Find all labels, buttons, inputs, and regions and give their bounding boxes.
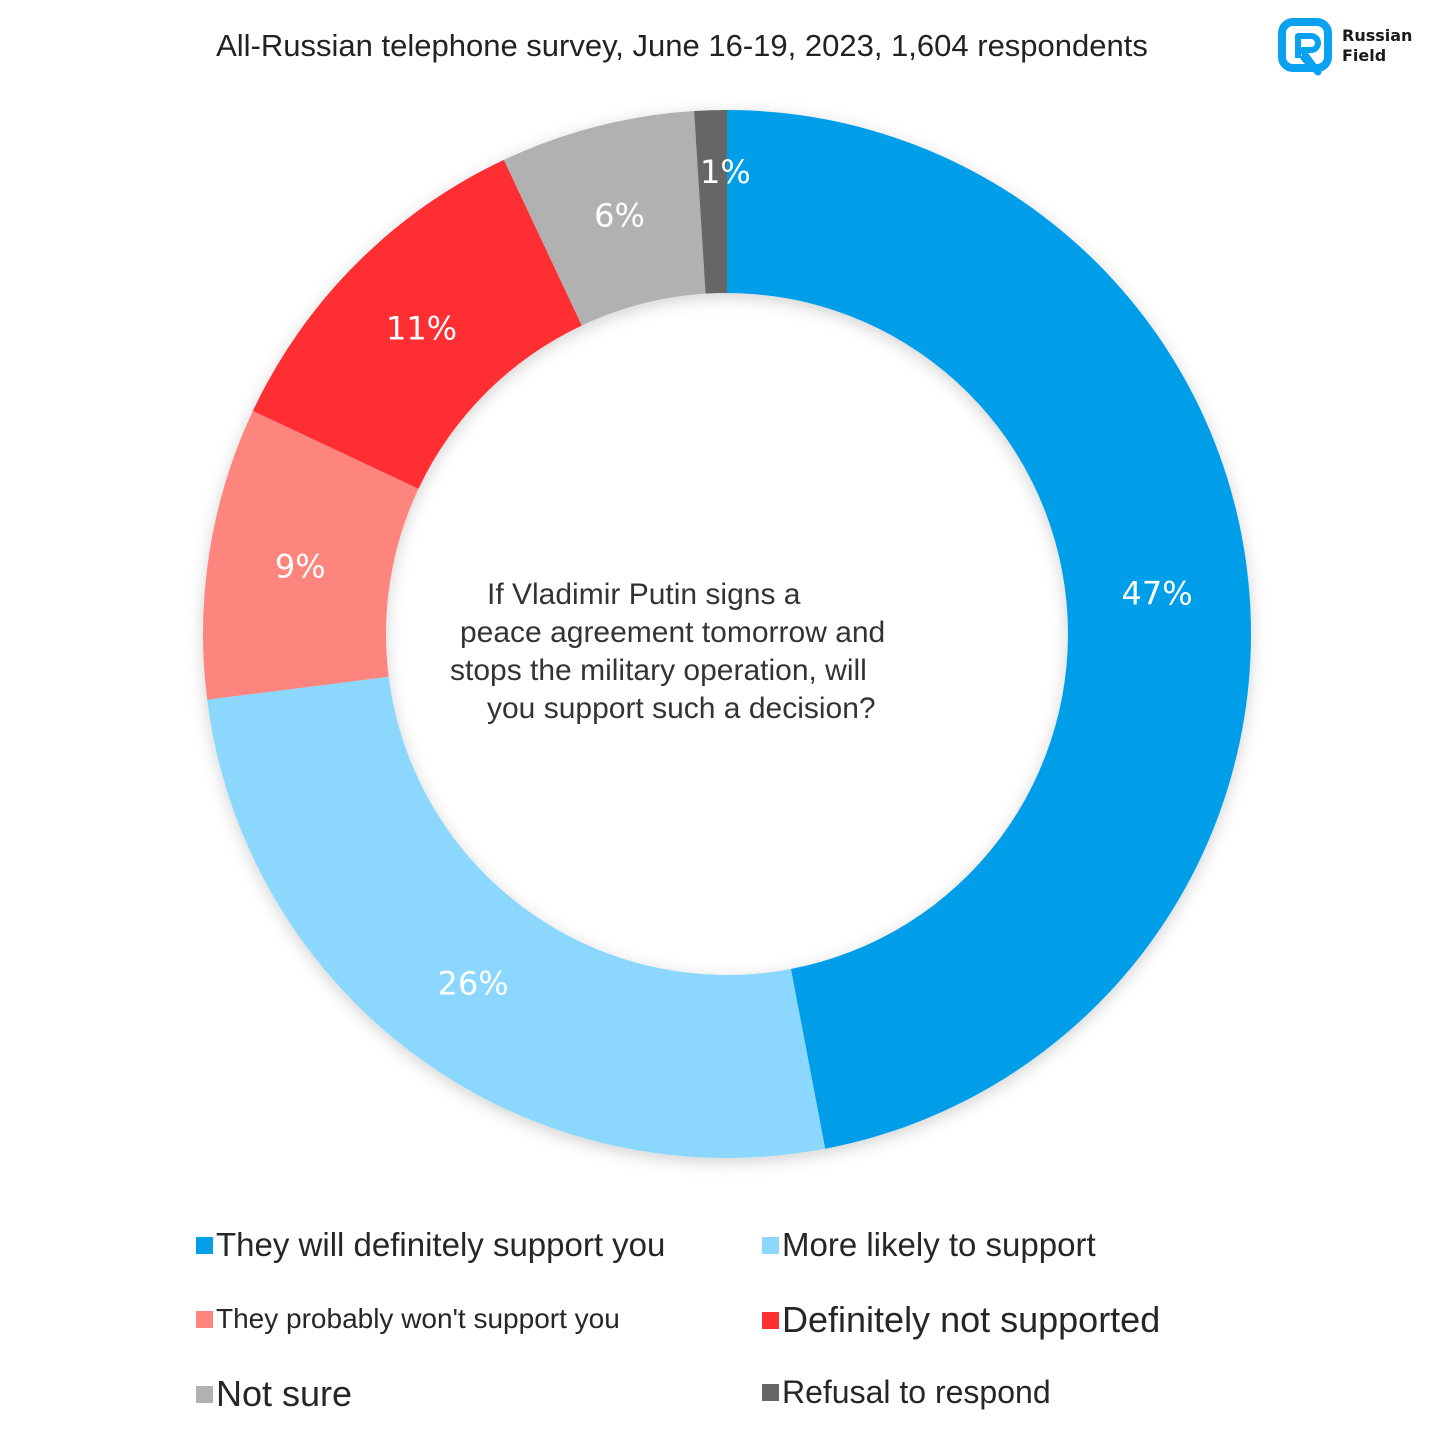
- legend-swatch: [762, 1236, 779, 1254]
- logo-icon: [1278, 18, 1332, 76]
- question-line-4: you support such a decision?: [487, 692, 876, 725]
- donut-slice-4: [503, 111, 706, 326]
- legend-swatch: [762, 1311, 779, 1329]
- legend-item-definitely-support: They will definitely support you: [196, 1226, 665, 1264]
- legend-swatch: [196, 1310, 213, 1328]
- question-line-2: peace agreement tomorrow and: [460, 616, 886, 649]
- slice-data-label-1: 26%: [438, 964, 509, 1002]
- slice-data-label-3: 11%: [386, 310, 457, 348]
- legend-label: They probably won't support you: [216, 1303, 620, 1334]
- logo-text-line1: Russian: [1342, 26, 1413, 45]
- legend-swatch: [196, 1236, 213, 1254]
- legend-item-definitely-not: Definitely not supported: [762, 1299, 1160, 1341]
- question-line-1: If Vladimir Putin signs a: [487, 578, 801, 611]
- legend-label: Definitely not supported: [782, 1299, 1161, 1340]
- donut-slice-5: [694, 110, 727, 294]
- legend-swatch: [762, 1384, 779, 1401]
- russian-field-logo: Russian Field: [1278, 18, 1438, 78]
- legend-item-probably-not-support: They probably won't support you: [196, 1303, 620, 1335]
- legend-item-not-sure: Not sure: [196, 1373, 352, 1415]
- legend-item-refusal: Refusal to respond: [762, 1374, 1051, 1411]
- legend-label: They will definitely support you: [216, 1226, 666, 1263]
- slice-data-label-2: 9%: [275, 547, 326, 585]
- donut-slice-0: [727, 110, 1252, 1149]
- center-question: If Vladimir Putin signs a peace agreemen…: [436, 576, 956, 728]
- donut-slice-1: [207, 676, 826, 1158]
- logo-text-line2: Field: [1342, 46, 1387, 65]
- legend-swatch: [196, 1385, 213, 1403]
- donut-slice-2: [203, 410, 419, 700]
- slice-data-label-5: 1%: [700, 153, 751, 191]
- question-line-3: stops the military operation, will: [450, 654, 867, 687]
- legend-label: Not sure: [216, 1373, 353, 1414]
- slice-data-label-0: 47%: [1122, 574, 1193, 612]
- legend-label: More likely to support: [782, 1226, 1096, 1263]
- legend-item-likely-support: More likely to support: [762, 1226, 1096, 1264]
- legend-label: Refusal to respond: [782, 1374, 1051, 1410]
- slice-data-label-4: 6%: [594, 197, 645, 235]
- chart-title: All-Russian telephone survey, June 16-19…: [216, 28, 1148, 63]
- donut-slice-3: [252, 159, 582, 489]
